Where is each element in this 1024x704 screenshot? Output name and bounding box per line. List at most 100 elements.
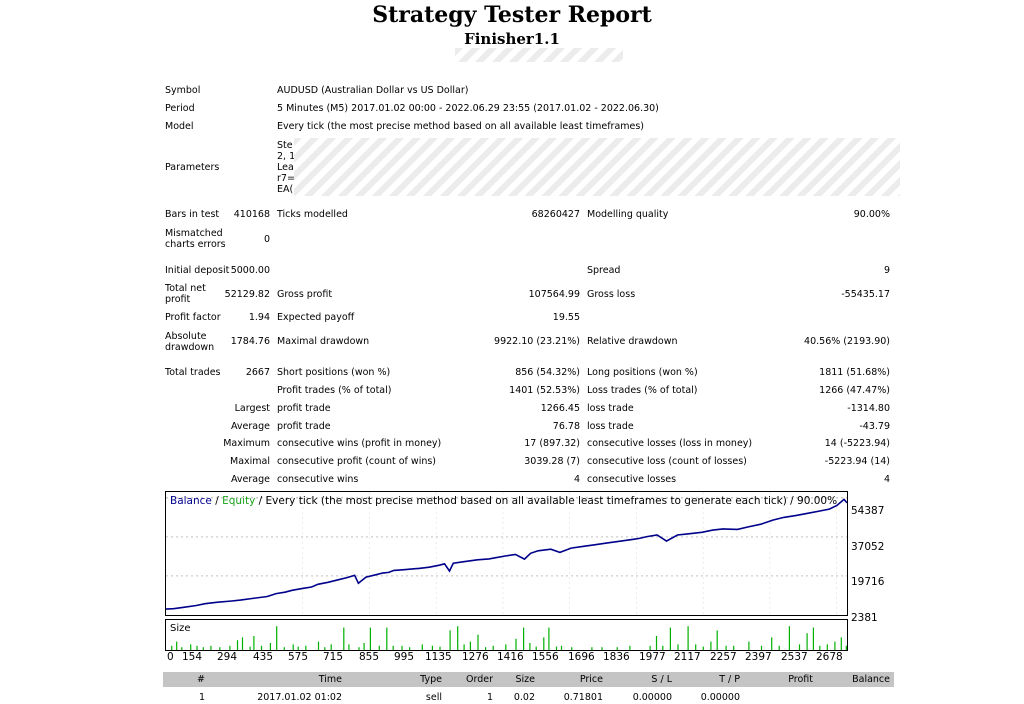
size-bar <box>655 636 658 650</box>
x-tick-label: 1977 <box>639 651 666 663</box>
size-bar <box>748 641 750 650</box>
expected-payoff-value: 19.55 <box>552 312 580 323</box>
largest-label: Largest <box>234 403 270 414</box>
gross-profit-label: Gross profit <box>277 289 333 300</box>
absolute-drawdown-label: Absolute <box>165 331 207 342</box>
size-bar <box>716 630 718 650</box>
size-bar <box>543 637 545 650</box>
deposit-label: Initial deposit <box>165 265 230 276</box>
profit-factor-label: Profit factor <box>165 312 221 323</box>
size-bar <box>253 636 255 650</box>
total-trades-label: Total trades <box>165 367 221 378</box>
size-bar <box>343 627 345 650</box>
size-bar <box>369 627 371 650</box>
quality-value: 90.00% <box>853 209 890 220</box>
gross-loss-value: -55435.17 <box>841 289 890 300</box>
loss-trades-value: 1266 (47.47%) <box>819 385 890 396</box>
size-bar <box>324 647 326 650</box>
size-bar <box>845 645 847 650</box>
size-bar <box>363 643 365 650</box>
balance-chart-svg <box>166 492 847 615</box>
size-bar <box>292 644 294 650</box>
total-trades-value: 2667 <box>245 367 270 378</box>
trades-table-header <box>163 672 894 687</box>
param-line: r7= <box>277 173 295 184</box>
y-tick-label: 37052 <box>851 541 885 553</box>
size-bar <box>171 645 173 650</box>
size-bar <box>219 647 221 650</box>
table-cell: 2017.01.02 01:02 <box>257 692 342 703</box>
size-bar <box>477 634 479 650</box>
x-tick-label: 575 <box>288 651 309 663</box>
col-header: Size <box>515 674 535 685</box>
long-positions-label: Long positions (won %) <box>587 367 698 378</box>
size-bar <box>358 647 360 650</box>
size-bar <box>819 645 821 650</box>
size-bar <box>229 645 231 650</box>
x-tick-label: 715 <box>323 651 344 663</box>
avg-consecutive-losses-label: consecutive losses <box>587 474 677 485</box>
size-bar <box>806 633 808 650</box>
size-bar <box>260 645 263 650</box>
size-bar <box>571 647 573 650</box>
col-header: Time <box>318 674 342 685</box>
largest-loss-value: -1314.80 <box>847 403 890 414</box>
size-bar <box>485 647 487 650</box>
period-value: 5 Minutes (M5) 2017.01.02 00:00 - 2022.0… <box>277 103 659 114</box>
size-bar <box>523 627 525 650</box>
avg-consecutive-wins-value: 4 <box>573 474 580 485</box>
size-bar <box>283 647 285 650</box>
max-consecutive-losses-value: 14 (-5223.94) <box>824 438 890 449</box>
table-cell: 1 <box>198 692 205 703</box>
net-profit-value: 52129.82 <box>224 289 270 300</box>
legend-equity: Equity <box>222 495 256 507</box>
size-bar <box>392 645 394 650</box>
y-tick-label: 2381 <box>851 612 878 624</box>
size-bar <box>616 647 618 650</box>
report-title: Strategy Tester Report <box>372 2 652 28</box>
size-bar <box>492 645 494 650</box>
x-tick-label: 2117 <box>674 651 701 663</box>
param-line: EA( <box>277 184 294 195</box>
maximal-consecutive-loss-label: consecutive loss (count of losses) <box>587 456 747 467</box>
col-header: Profit <box>788 674 813 685</box>
x-tick-label: 294 <box>217 651 238 663</box>
size-bar <box>760 645 763 650</box>
net-profit-label: profit <box>165 294 191 305</box>
size-bar <box>457 626 459 650</box>
largest-loss-label: loss trade <box>587 403 634 414</box>
x-tick-label: 0 <box>167 651 174 663</box>
mismatch-label: charts errors <box>165 239 226 250</box>
size-bar <box>378 645 380 650</box>
ticks-value: 68260427 <box>531 209 580 220</box>
y-tick-label: 54387 <box>851 505 885 517</box>
x-tick-label: 1696 <box>568 651 595 663</box>
gross-loss-label: Gross loss <box>587 289 636 300</box>
ticks-label: Ticks modelled <box>277 209 348 220</box>
maximal-consecutive-profit-label: consecutive profit (count of wins) <box>277 456 437 467</box>
expected-payoff-label: Expected payoff <box>277 312 355 323</box>
loss-trades-label: Loss trades (% of total) <box>587 385 698 396</box>
col-header: # <box>197 674 205 685</box>
size-bar <box>778 645 780 650</box>
size-bar <box>469 641 471 650</box>
x-tick-label: 1836 <box>603 651 630 663</box>
bars-label: Bars in test <box>165 209 220 220</box>
bars-value: 410168 <box>233 209 270 220</box>
size-bar <box>505 644 507 650</box>
model-value: Every tick (the most precise method base… <box>277 121 645 132</box>
size-bar <box>196 645 198 650</box>
size-bar <box>629 645 631 650</box>
deposit-value: 5000.00 <box>230 265 270 276</box>
size-bar <box>421 644 423 650</box>
mismatch-label: Mismatched <box>165 228 223 239</box>
x-tick-label: 1135 <box>425 651 452 663</box>
largest-profit-value: 1266.45 <box>540 403 580 414</box>
size-bar <box>548 627 550 650</box>
average-loss-value: -43.79 <box>859 421 890 432</box>
size-bar <box>297 646 299 650</box>
maximal-drawdown-label: Maximal drawdown <box>277 336 370 347</box>
table-cell: 0.00000 <box>632 692 672 703</box>
mismatch-value: 0 <box>263 234 270 245</box>
size-bar <box>535 646 537 650</box>
